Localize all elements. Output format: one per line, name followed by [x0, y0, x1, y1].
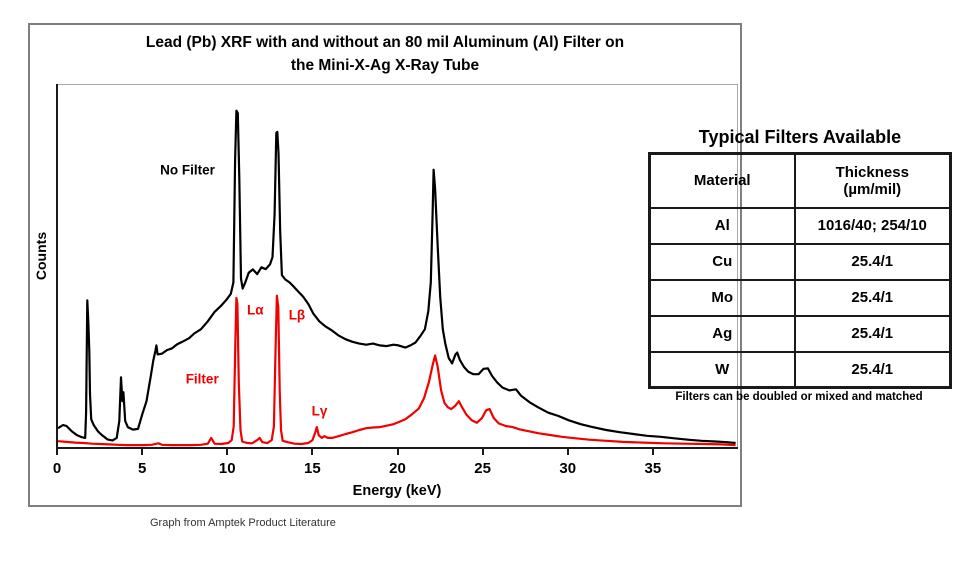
thickness-cell: 25.4/1 — [793, 350, 952, 389]
x-tick-label: 25 — [474, 460, 491, 477]
x-axis-ticks: 0 5 10 15 20 25 30 35 — [53, 449, 738, 489]
y-axis-title: Counts — [33, 231, 49, 281]
plot-area: No Filter Filter Lα Lβ Lγ — [57, 84, 738, 449]
y-axis-line — [56, 84, 58, 450]
column-header-thickness: Thickness (µm/mil) — [793, 152, 952, 209]
column-header-material: Material — [648, 152, 796, 209]
table-row: Cu 25.4/1 — [648, 242, 952, 281]
filters-table: Material Thickness (µm/mil) Al 1016/40; … — [648, 152, 952, 389]
table-row: W 25.4/1 — [648, 350, 952, 389]
series-filter — [58, 294, 736, 447]
x-tick-mark — [141, 449, 144, 455]
material-cell: W — [648, 350, 796, 389]
x-tick-label: 15 — [304, 460, 321, 477]
x-tick-label: 20 — [389, 460, 406, 477]
material-cell: Al — [648, 206, 796, 245]
x-tick-label: 35 — [644, 460, 662, 477]
x-axis-line — [56, 447, 738, 449]
x-tick-mark — [311, 449, 314, 455]
x-tick-mark — [566, 449, 569, 455]
x-tick-mark — [56, 449, 58, 455]
x-tick-label: 30 — [559, 460, 577, 477]
thickness-cell: 25.4/1 — [793, 278, 952, 317]
table-footnote: Filters can be doubled or mixed and matc… — [675, 391, 923, 403]
thickness-cell: 1016/40; 254/10 — [793, 206, 952, 245]
annotation-filter: Filter — [185, 371, 219, 387]
x-axis-title: Energy (keV) — [352, 483, 442, 499]
thickness-cell: 25.4/1 — [793, 314, 952, 353]
x-tick-mark — [226, 449, 229, 455]
annotation-lγ: Lγ — [311, 403, 328, 419]
x-tick-label: 5 — [137, 460, 147, 477]
spectra-svg — [58, 109, 736, 447]
chart-title-line2: the Mini-X-Ag X-Ray Tube — [290, 57, 480, 74]
annotation-no-filter: No Filter — [160, 162, 215, 178]
series-no-filter — [58, 109, 736, 445]
x-tick-label: 10 — [218, 460, 236, 477]
thickness-cell: 25.4/1 — [793, 242, 952, 281]
table-row: Ag 25.4/1 — [648, 314, 952, 353]
source-note: Graph from Amptek Product Literature — [150, 517, 336, 529]
table-header-row: Material Thickness (µm/mil) — [648, 152, 952, 209]
annotation-lα: Lα — [246, 302, 264, 318]
annotation-lβ: Lβ — [288, 307, 306, 323]
material-cell: Cu — [648, 242, 796, 281]
x-tick-mark — [396, 449, 399, 455]
material-cell: Mo — [648, 278, 796, 317]
x-tick-label: 0 — [52, 460, 62, 477]
material-cell: Ag — [648, 314, 796, 353]
table-row: Mo 25.4/1 — [648, 278, 952, 317]
chart-title-line1: Lead (Pb) XRF with and without an 80 mil… — [145, 34, 625, 51]
x-tick-mark — [651, 449, 654, 455]
table-row: Al 1016/40; 254/10 — [648, 206, 952, 245]
x-tick-mark — [481, 449, 484, 455]
filters-table-title: Typical Filters Available — [698, 127, 902, 147]
